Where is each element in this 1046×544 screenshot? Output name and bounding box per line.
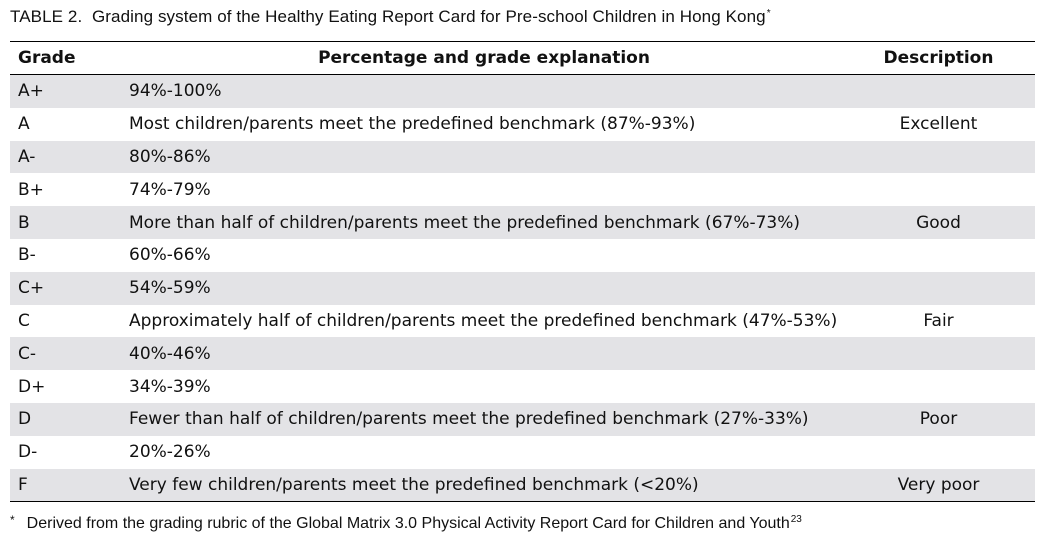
table-body: A+ 94%-100% A Most children/parents meet th… [10, 75, 1035, 502]
grade-cell: B [18, 212, 30, 233]
grade-cell: C+ [18, 278, 45, 299]
explanation-cell: Very few children/parents meet the prede… [129, 474, 699, 495]
grading-table: Grade Percentage and grade explanation D… [10, 41, 1035, 503]
grade-cell: F [18, 474, 28, 495]
description-cell [866, 173, 1011, 206]
explanation-cell: Approximately half of children/parents m… [129, 310, 838, 331]
description-cell [866, 141, 1011, 174]
description-cell [866, 239, 1011, 272]
description-cell: Good [916, 212, 961, 233]
table-row: C Approximately half of children/parents … [10, 305, 1035, 338]
table-row: F Very few children/parents meet the pred… [10, 468, 1035, 502]
explanation-cell: 40%-46% [129, 343, 211, 364]
table-row: D+ 34%-39% [10, 370, 1035, 403]
table-row: D- 20%-26% [10, 436, 1035, 469]
grade-cell: A- [18, 146, 36, 167]
description-cell: Very poor [897, 474, 980, 495]
table-row: B More than half of children/parents meet… [10, 206, 1035, 239]
table-label: TABLE 2. [10, 7, 83, 26]
grade-cell: A+ [18, 81, 44, 102]
table-row: B+ 74%-79% [10, 173, 1035, 206]
grade-cell: B- [18, 245, 36, 266]
table-row: A- 80%-86% [10, 140, 1035, 174]
explanation-cell: 20%-26% [129, 442, 211, 463]
explanation-cell: 60%-66% [129, 245, 211, 266]
explanation-cell: More than half of children/parents meet … [129, 212, 801, 233]
grade-cell: D- [18, 442, 38, 463]
description-cell [866, 75, 1011, 108]
grade-cell: C- [18, 343, 37, 364]
description-cell: Poor [919, 409, 958, 430]
grade-cell: A [18, 114, 30, 135]
table-title: Grading system of the Healthy Eating Rep… [91, 7, 766, 26]
explanation-cell: Most children/parents meet the predefine… [129, 114, 696, 135]
explanation-cell: Fewer than half of children/parents meet… [129, 409, 809, 430]
footnote-reference: 23 [790, 514, 802, 525]
footnote-text: Derived from the grading rubric of the G… [26, 515, 790, 532]
explanation-cell: 94%-100% [129, 81, 222, 102]
description-cell [866, 272, 1011, 305]
table-row: C+ 54%-59% [10, 271, 1035, 305]
grade-cell: C [18, 310, 30, 331]
table-row: D Fewer than half of children/parents mee… [10, 402, 1035, 436]
description-cell [866, 337, 1011, 370]
table-row: C- 40%-46% [10, 337, 1035, 371]
footnote-marker: * [10, 513, 15, 527]
description-cell [866, 370, 1011, 403]
caption-footnote-marker: * [766, 8, 771, 19]
explanation-cell: 80%-86% [129, 146, 211, 167]
grade-cell: B+ [18, 179, 44, 200]
table-row: A Most children/parents meet the predefin… [10, 108, 1035, 141]
header-grade: Grade [18, 48, 76, 68]
table-header-row: Grade Percentage and grade explanation D… [10, 42, 1035, 75]
grade-cell: D+ [18, 376, 46, 397]
table-row: B- 60%-66% [10, 239, 1035, 272]
footnote: * Derived from the grading rubric of the … [10, 513, 802, 533]
description-cell: Fair [923, 310, 954, 331]
header-description: Description [883, 48, 994, 68]
explanation-cell: 54%-59% [129, 278, 211, 299]
explanation-cell: 74%-79% [129, 179, 211, 200]
table-row: A+ 94%-100% [10, 75, 1035, 108]
grade-cell: D [18, 409, 32, 430]
description-cell: Excellent [899, 114, 978, 135]
header-explanation: Percentage and grade explanation [318, 48, 650, 68]
table-caption: TABLE 2. Grading system of the Healthy E… [10, 7, 771, 27]
description-cell [866, 436, 1011, 469]
explanation-cell: 34%-39% [129, 376, 211, 397]
